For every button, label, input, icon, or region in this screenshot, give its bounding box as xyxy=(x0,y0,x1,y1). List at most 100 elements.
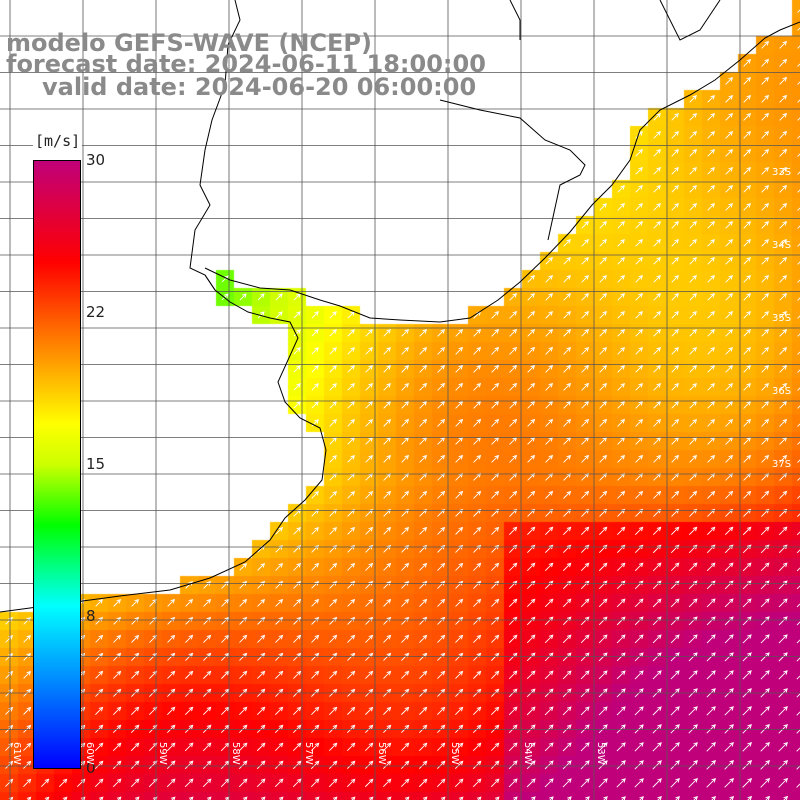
wind-arrow xyxy=(724,777,735,788)
wind-arrow xyxy=(526,760,536,770)
wind-arrow xyxy=(419,346,428,355)
wind-arrow xyxy=(401,418,410,427)
wind-arrow xyxy=(401,346,410,355)
wind-arrow xyxy=(365,526,374,535)
wind-arrow xyxy=(347,580,356,589)
wind-arrow xyxy=(293,526,302,535)
wind-arrow xyxy=(742,670,752,680)
lat-label-37s: 37S xyxy=(772,459,792,470)
wind-arrow xyxy=(383,400,392,409)
wind-arrow xyxy=(688,706,698,716)
wind-arrow xyxy=(455,328,464,337)
wind-arrow xyxy=(797,315,800,319)
wind-arrow xyxy=(725,364,734,373)
wind-arrow xyxy=(706,526,716,536)
wind-arrow xyxy=(472,724,482,734)
wind-arrow xyxy=(742,706,752,716)
wind-arrow xyxy=(401,400,410,409)
wind-arrow xyxy=(131,652,140,661)
wind-arrow xyxy=(616,526,626,536)
wind-arrow xyxy=(365,490,374,499)
wind-arrow xyxy=(725,184,734,193)
wind-arrow xyxy=(401,652,410,661)
lon-label-54w: 54W xyxy=(522,742,533,765)
wind-arrow xyxy=(329,455,337,463)
wind-arrow xyxy=(95,616,104,625)
wind-arrow xyxy=(94,760,104,770)
wind-arrow xyxy=(797,171,800,175)
wind-arrow xyxy=(671,311,679,319)
wind-arrow xyxy=(95,634,104,643)
wind-arrow xyxy=(401,724,410,733)
wind-arrow xyxy=(95,670,104,679)
wind-arrow xyxy=(634,616,644,626)
wind-arrow xyxy=(203,652,212,661)
wind-arrow xyxy=(310,742,320,752)
wind-arrow xyxy=(455,724,464,733)
wind-arrow xyxy=(634,760,644,770)
wind-arrow xyxy=(491,310,500,319)
wind-arrow xyxy=(526,562,536,572)
wind-arrow xyxy=(328,778,338,788)
wind-arrow xyxy=(365,383,373,391)
wind-arrow xyxy=(329,526,338,535)
wind-arrow xyxy=(293,706,302,715)
wind-arrow xyxy=(544,544,554,554)
wind-arrow xyxy=(256,724,266,734)
wind-arrow xyxy=(383,490,392,499)
wind-arrow xyxy=(544,562,554,572)
wind-arrow xyxy=(707,418,716,427)
wind-arrow xyxy=(671,167,679,175)
wind-arrow xyxy=(185,634,194,643)
wind-arrow xyxy=(490,706,500,716)
wind-arrow xyxy=(544,652,554,662)
wind-arrow xyxy=(94,742,104,752)
wind-arrow xyxy=(653,113,661,121)
wind-arrow xyxy=(706,742,716,752)
wind-arrow xyxy=(635,221,643,229)
wind-arrow xyxy=(653,203,661,211)
wind-arrow xyxy=(707,239,715,247)
wind-arrow xyxy=(112,778,122,788)
wind-arrow xyxy=(401,616,410,625)
wind-arrow xyxy=(329,598,338,607)
wind-arrow xyxy=(473,598,482,607)
wind-arrow xyxy=(275,616,284,625)
wind-arrow xyxy=(491,346,500,355)
wind-arrow xyxy=(383,526,392,535)
wind-arrow xyxy=(581,436,590,445)
wind-arrow xyxy=(419,598,428,607)
wind-arrow xyxy=(347,598,356,607)
wind-arrow xyxy=(328,760,338,770)
wind-arrow xyxy=(347,473,355,481)
wind-arrow xyxy=(455,346,464,355)
wind-arrow xyxy=(796,567,800,572)
wind-arrow xyxy=(671,131,679,139)
wind-arrow xyxy=(491,616,500,625)
wind-arrow xyxy=(401,598,410,607)
wind-arrow xyxy=(311,347,319,355)
wind-arrow xyxy=(491,634,500,643)
wind-arrow xyxy=(707,221,715,229)
wind-arrow xyxy=(544,724,554,734)
wind-arrow xyxy=(635,436,644,445)
wind-arrow xyxy=(329,437,337,445)
wind-arrow xyxy=(562,580,572,590)
wind-arrow xyxy=(383,364,392,373)
wind-arrow xyxy=(203,670,212,679)
wind-arrow xyxy=(599,346,608,355)
wind-arrow xyxy=(329,616,338,625)
wind-arrow xyxy=(508,724,518,734)
wind-arrow xyxy=(671,185,679,193)
wind-arrow xyxy=(419,706,428,715)
wind-arrow xyxy=(797,81,800,85)
wind-arrow xyxy=(347,652,356,661)
wind-arrow xyxy=(653,418,662,427)
wind-arrow xyxy=(418,760,428,770)
wind-arrow xyxy=(598,616,608,626)
wind-arrow xyxy=(688,544,698,554)
wind-arrow xyxy=(796,639,800,644)
wind-arrow xyxy=(670,670,680,680)
wind-arrow xyxy=(329,634,338,643)
